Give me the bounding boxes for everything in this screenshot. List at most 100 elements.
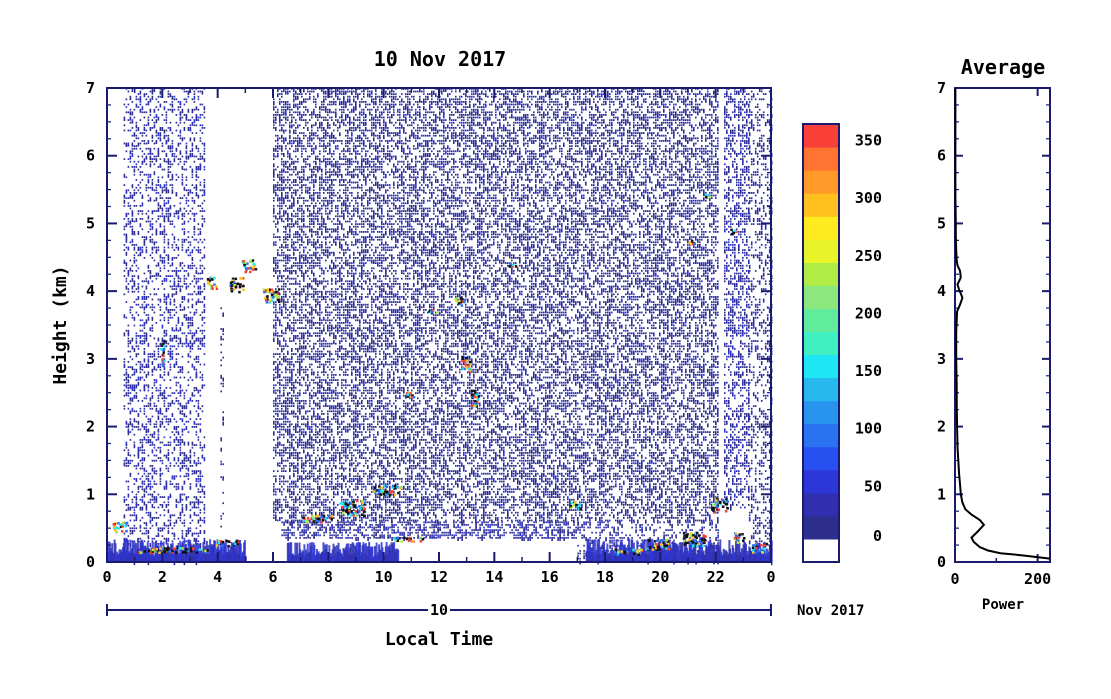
echo-patch xyxy=(206,276,219,290)
colorbar-tick-label: 200 xyxy=(855,304,882,322)
echo-patch xyxy=(569,501,582,511)
x-tick-label: 16 xyxy=(541,568,559,586)
colorbar-tick-label: 150 xyxy=(855,362,882,380)
colorbar-tick-label: 100 xyxy=(855,420,882,438)
y-axis-ticks: 0 1 2 3 4 5 6 7 xyxy=(86,79,771,571)
y-tick-label: 2 xyxy=(86,418,95,436)
echo-patch xyxy=(241,259,258,274)
x-tick-label: 20 xyxy=(651,568,669,586)
echo-patch xyxy=(405,391,416,399)
colorbar-swatch xyxy=(803,147,839,171)
y-tick-label: 1 xyxy=(86,485,95,503)
x-tick-label: 0 xyxy=(766,568,775,586)
echo-patch xyxy=(751,542,768,554)
x-tick-label: 8 xyxy=(324,568,333,586)
echo-patch xyxy=(339,499,367,518)
x-tick-label: 14 xyxy=(485,568,503,586)
noise-region xyxy=(281,521,579,541)
echo-patch xyxy=(646,538,671,551)
noise-region xyxy=(220,307,224,528)
echo-patch xyxy=(160,339,166,368)
x-tick-label: 4 xyxy=(213,568,222,586)
y-axis-label: Height (km) xyxy=(50,265,71,384)
x-tick-label: 12 xyxy=(430,568,448,586)
noise-region xyxy=(273,88,719,524)
date-axis: 10 Nov 2017 xyxy=(106,601,864,619)
x-tick-label: 18 xyxy=(596,568,614,586)
average-y-tick-label: 4 xyxy=(937,282,946,300)
echo-patch xyxy=(262,288,281,304)
x-tick-label: 10 xyxy=(375,568,393,586)
colorbar-swatch xyxy=(803,377,839,402)
average-x-axis-ticks: 0 200 xyxy=(950,88,1051,588)
echo-patch xyxy=(704,193,711,199)
echo-patch xyxy=(613,548,644,557)
echo-patch xyxy=(733,532,746,544)
echo-patch xyxy=(372,484,403,497)
colorbar-tick-label: 250 xyxy=(855,247,882,265)
colorbar-swatch xyxy=(803,239,839,263)
echo-patch xyxy=(470,389,481,409)
average-y-tick-label: 2 xyxy=(937,418,946,436)
average-y-tick-label: 3 xyxy=(937,350,946,368)
colorbar-swatch xyxy=(803,193,839,217)
y-tick-label: 0 xyxy=(86,553,95,571)
y-tick-label: 5 xyxy=(86,214,95,232)
y-tick-label: 3 xyxy=(86,350,95,368)
echo-patch xyxy=(298,514,334,524)
echo-patch xyxy=(682,531,707,548)
colorbar-tick-label: 300 xyxy=(855,189,882,207)
colorbar-swatch xyxy=(803,423,839,448)
colorbar-tick-label: 0 xyxy=(873,527,882,545)
average-y-tick-label: 1 xyxy=(937,485,946,503)
colorbar-swatch xyxy=(803,492,839,517)
y-tick-label: 4 xyxy=(86,282,95,300)
noise-region xyxy=(724,88,750,511)
average-y-tick-label: 5 xyxy=(937,214,946,232)
echo-patch xyxy=(215,539,240,548)
echo-patch xyxy=(710,497,729,514)
colorbar-ticks: 0 50 100 150 200 250 300 350 xyxy=(855,132,882,545)
colorbar xyxy=(802,123,840,563)
colorbar-swatch xyxy=(803,331,839,356)
colorbar-swatch xyxy=(803,400,839,425)
average-power-line xyxy=(954,88,1051,560)
colorbar-swatch xyxy=(803,262,839,286)
colorbar-swatch xyxy=(803,216,839,240)
x-tick-label: 22 xyxy=(707,568,725,586)
colorbar-swatch xyxy=(803,469,839,494)
average-y-tick-label: 7 xyxy=(937,79,946,97)
colorbar-swatch xyxy=(803,538,839,563)
average-y-axis-ticks: 0 1 2 3 4 5 6 7 xyxy=(937,79,1050,571)
average-title: Average xyxy=(961,55,1045,79)
echo-patch xyxy=(138,546,209,555)
y-tick-label: 7 xyxy=(86,79,95,97)
average-frame xyxy=(954,87,1051,563)
average-x-tick-label: 200 xyxy=(1024,570,1051,588)
average-y-tick-label: 6 xyxy=(937,147,946,165)
colorbar-swatch xyxy=(803,354,839,379)
average-x-tick-label: 0 xyxy=(950,570,959,588)
colorbar-swatch xyxy=(803,285,839,309)
colorbar-frame xyxy=(802,123,840,563)
colorbar-swatch xyxy=(803,170,839,194)
colorbar-swatch xyxy=(803,308,839,332)
echo-patch xyxy=(112,521,129,534)
x-tick-label: 0 xyxy=(102,568,111,586)
x-axis-label: Local Time xyxy=(385,629,494,650)
colorbar-swatch xyxy=(803,124,839,148)
main-title: 10 Nov 2017 xyxy=(374,47,506,71)
date-axis-label-bg xyxy=(428,602,450,618)
echo-patch xyxy=(508,262,518,268)
average-x-axis-label: Power xyxy=(982,597,1024,613)
date-axis-day-label: 10 xyxy=(430,601,448,619)
colorbar-tick-label: 50 xyxy=(864,477,882,495)
echo-patch xyxy=(454,297,466,307)
x-axis-ticks: 0 2 4 6 8 10 12 14 16 18 20 22 0 xyxy=(102,88,776,586)
average-y-tick-label: 0 xyxy=(937,553,946,571)
x-tick-label: 2 xyxy=(158,568,167,586)
echo-patch xyxy=(428,309,439,315)
echo-patch xyxy=(229,277,245,294)
echo-patch xyxy=(393,536,425,543)
echo-patch xyxy=(461,355,472,373)
